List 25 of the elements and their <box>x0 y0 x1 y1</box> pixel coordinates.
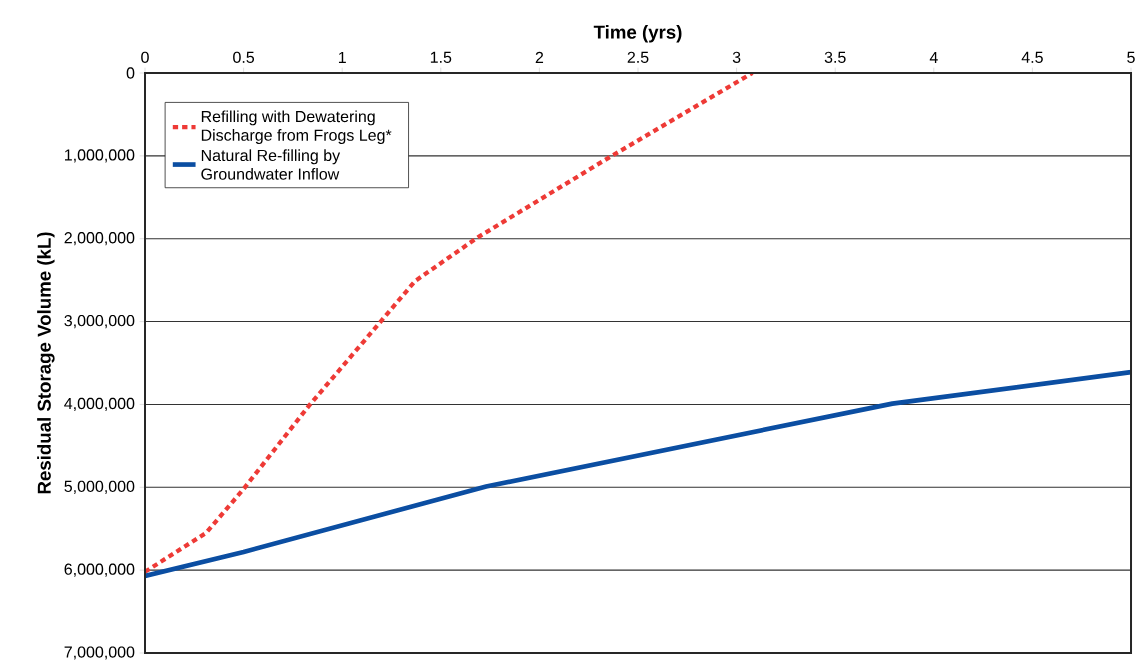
y-tick-label: 7,000,000 <box>64 646 135 660</box>
x-tick-label: 0 <box>141 51 149 63</box>
y-tick-label: 5,000,000 <box>64 480 135 494</box>
y-tick-label: 2,000,000 <box>64 232 135 246</box>
x-tick-label: 3.5 <box>824 51 846 63</box>
y-tick-label: 1,000,000 <box>64 149 135 163</box>
legend-label: Natural Re-filling by Groundwater Inflow <box>201 149 341 180</box>
x-tick-label: 3 <box>732 51 741 63</box>
x-tick-label: 5 <box>1127 51 1135 63</box>
y-axis-title: Residual Storage Volume (kL) <box>37 232 55 494</box>
x-tick-label: 2 <box>535 51 544 63</box>
legend-label: Refilling with Dewatering Discharge from Frogs Leg* <box>201 110 392 144</box>
x-axis-title: Time (yrs) <box>593 25 682 43</box>
x-tick-label: 0.5 <box>233 51 255 63</box>
x-tick-label: 4 <box>929 51 938 63</box>
y-tick-label: 4,000,000 <box>64 397 135 412</box>
y-tick-label: 6,000,000 <box>64 563 135 577</box>
x-tick-label: 1 <box>338 51 346 63</box>
x-tick-label: 2.5 <box>627 51 649 63</box>
x-tick-label: 4.5 <box>1021 51 1043 63</box>
y-tick-label: 0 <box>126 67 135 79</box>
y-tick-label: 3,000,000 <box>64 314 135 329</box>
x-tick-label: 1.5 <box>430 51 452 63</box>
line-series <box>145 369 1132 579</box>
line-series <box>145 73 755 574</box>
